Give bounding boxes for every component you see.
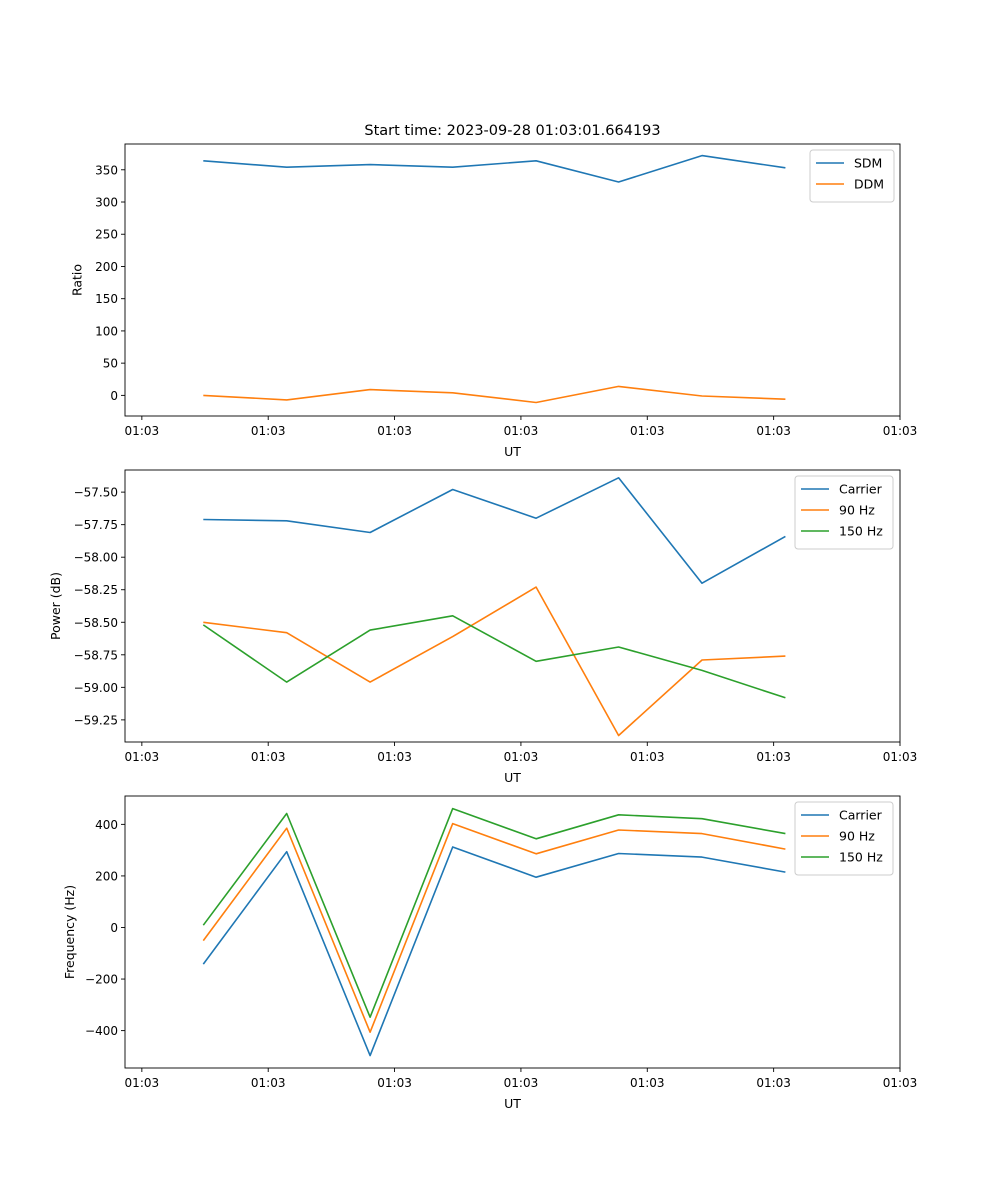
y-tick-label: 400 (95, 818, 118, 832)
x-tick-label: 01:03 (251, 1076, 286, 1090)
panel-2: 01:03 01:03 01:03 01:03 01:03 01:03 01:03 −59.2… (48, 469, 918, 785)
x-tick-label: 01:03 (883, 750, 918, 764)
x-axis-label: UT (504, 770, 521, 785)
x-tick-label: 01:03 (377, 750, 412, 764)
legend-label: 90 Hz (839, 829, 875, 844)
legend-label: SDM (854, 156, 882, 171)
y-axis-label: Ratio (69, 264, 84, 296)
series-line-sdm (203, 154, 786, 183)
y-tick-label: 0 (110, 921, 118, 935)
legend-label: Carrier (839, 808, 883, 823)
legend: Carrier 90 Hz 150 Hz (794, 475, 894, 550)
x-tick-label: 01:03 (251, 750, 286, 764)
x-tick-label: 01:03 (504, 750, 539, 764)
y-tick-label: −58.00 (74, 551, 118, 565)
legend-label: 150 Hz (839, 524, 883, 539)
chart-title: Start time: 2023-09-28 01:03:01.664193 (364, 123, 660, 139)
legend: Carrier 90 Hz 150 Hz (794, 801, 894, 876)
legend-label: 90 Hz (839, 503, 875, 518)
y-tick-label: −59.00 (74, 681, 118, 695)
x-tick-label: 01:03 (504, 1076, 539, 1090)
axes-frame (124, 795, 901, 1069)
legend-label: 150 Hz (839, 850, 883, 865)
y-tick-label: −58.50 (74, 616, 118, 630)
y-tick-label: 0 (110, 389, 118, 403)
x-tick-label: 01:03 (125, 750, 160, 764)
y-tick-label: −57.75 (74, 518, 118, 532)
y-tick-label: −57.50 (74, 486, 118, 500)
x-tick-label: 01:03 (630, 750, 665, 764)
x-tick-label: 01:03 (883, 1076, 918, 1090)
x-tick-label: 01:03 (630, 424, 665, 438)
x-tick-label: 01:03 (251, 424, 286, 438)
x-tick-label: 01:03 (756, 750, 791, 764)
legend: SDM DDM (809, 149, 895, 203)
y-tick-label: 250 (95, 228, 118, 242)
y-tick-label: 100 (95, 324, 118, 338)
panel-1: 01:03 01:03 01:03 01:03 01:03 01:03 01:03 0 50 10… (69, 143, 918, 459)
y-axis-label: Power (dB) (48, 572, 63, 640)
y-tick-label: −58.75 (74, 648, 118, 662)
series-line-carrier (203, 476, 786, 585)
x-tick-label: 01:03 (756, 1076, 791, 1090)
y-tick-label: 200 (95, 869, 118, 883)
y-axis-label: Frequency (Hz) (62, 885, 77, 979)
series-line-ddm (203, 385, 786, 404)
series-line-90-hz (203, 586, 786, 737)
y-tick-label: 200 (95, 260, 118, 274)
x-tick-label: 01:03 (125, 424, 160, 438)
legend-label: Carrier (839, 482, 883, 497)
x-tick-label: 01:03 (630, 1076, 665, 1090)
y-tick-label: 50 (103, 357, 118, 371)
legend-label: DDM (854, 177, 884, 192)
y-tick-label: −58.25 (74, 583, 118, 597)
axes-frame (124, 143, 901, 417)
x-axis-label: UT (504, 1096, 521, 1111)
series-line-150-hz (202, 807, 786, 1019)
x-tick-label: 01:03 (377, 1076, 412, 1090)
series-line-150-hz (202, 614, 786, 699)
series-line-90-hz (202, 822, 786, 1033)
axes-frame (124, 469, 901, 743)
y-tick-label: −200 (85, 973, 118, 987)
x-tick-label: 01:03 (883, 424, 918, 438)
x-axis-label: UT (504, 444, 521, 459)
y-tick-label: −59.25 (74, 713, 118, 727)
panel-3: 01:03 01:03 01:03 01:03 01:03 01:03 01:03 −400 −… (62, 795, 918, 1111)
y-tick-label: 300 (95, 196, 118, 210)
x-tick-label: 01:03 (756, 424, 791, 438)
y-tick-label: 150 (95, 292, 118, 306)
y-tick-label: 350 (95, 163, 118, 177)
x-tick-label: 01:03 (377, 424, 412, 438)
x-tick-label: 01:03 (504, 424, 539, 438)
x-tick-label: 01:03 (125, 1076, 160, 1090)
y-tick-label: −400 (85, 1024, 118, 1038)
axes-root: 01:03 01:03 01:03 01:03 01:03 01:03 01:03 0 50 10… (48, 143, 918, 1111)
series-line-carrier (202, 846, 786, 1057)
